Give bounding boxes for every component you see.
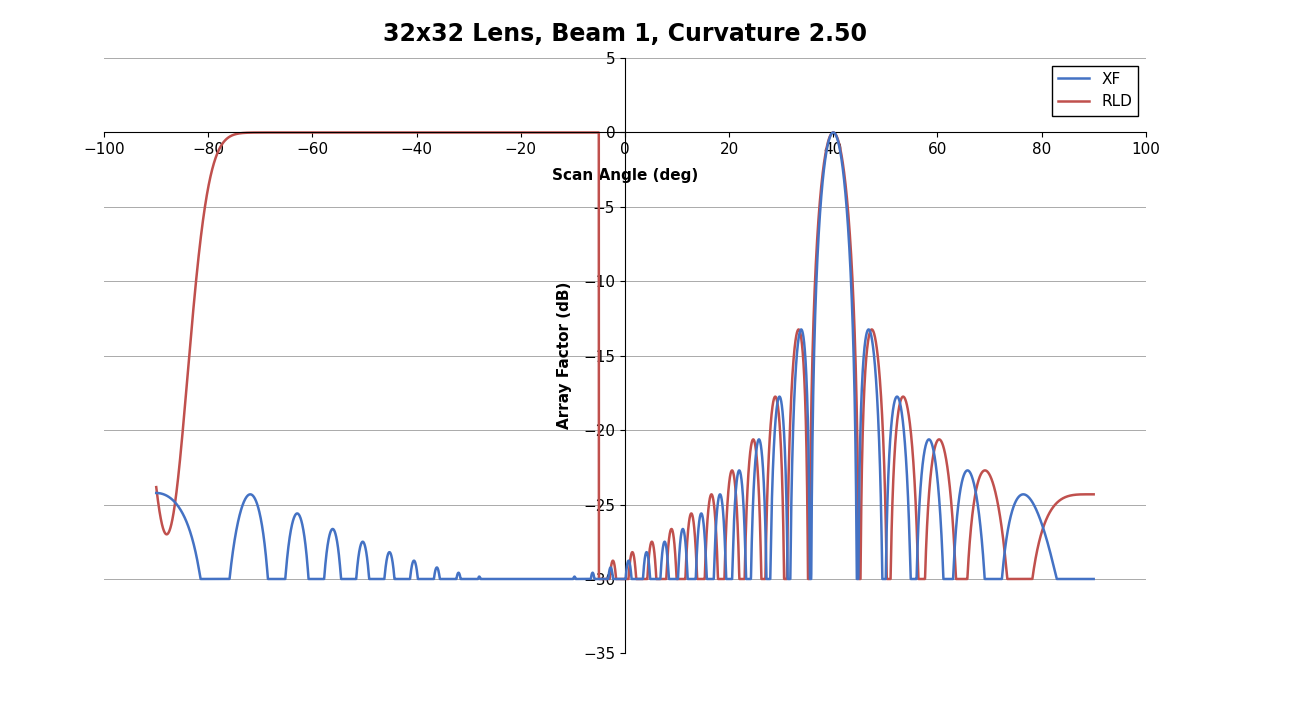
XF	[753, 437, 768, 446]
XF	[1014, 490, 1030, 499]
RLD	[150, 497, 165, 506]
Legend: XF, RLD: XF, RLD	[1052, 66, 1138, 115]
XF	[1086, 574, 1101, 583]
Line: XF: XF	[156, 132, 1094, 579]
RLD	[591, 574, 607, 583]
XF	[835, 166, 850, 175]
XF	[457, 574, 473, 583]
RLD	[1014, 574, 1030, 583]
RLD	[148, 483, 164, 492]
XF	[148, 489, 164, 497]
Title: 32x32 Lens, Beam 1, Curvature 2.50: 32x32 Lens, Beam 1, Curvature 2.50	[383, 23, 867, 46]
XF	[193, 574, 208, 583]
RLD	[825, 128, 841, 136]
RLD	[835, 160, 850, 169]
X-axis label: Scan Angle (deg): Scan Angle (deg)	[552, 168, 698, 184]
XF	[150, 489, 165, 497]
RLD	[635, 574, 651, 583]
Line: RLD: RLD	[156, 132, 1094, 579]
XF	[825, 128, 841, 136]
RLD	[753, 523, 768, 531]
RLD	[457, 128, 473, 136]
RLD	[1086, 490, 1101, 499]
XF	[635, 568, 651, 576]
Y-axis label: Array Factor (dB): Array Factor (dB)	[557, 282, 572, 429]
